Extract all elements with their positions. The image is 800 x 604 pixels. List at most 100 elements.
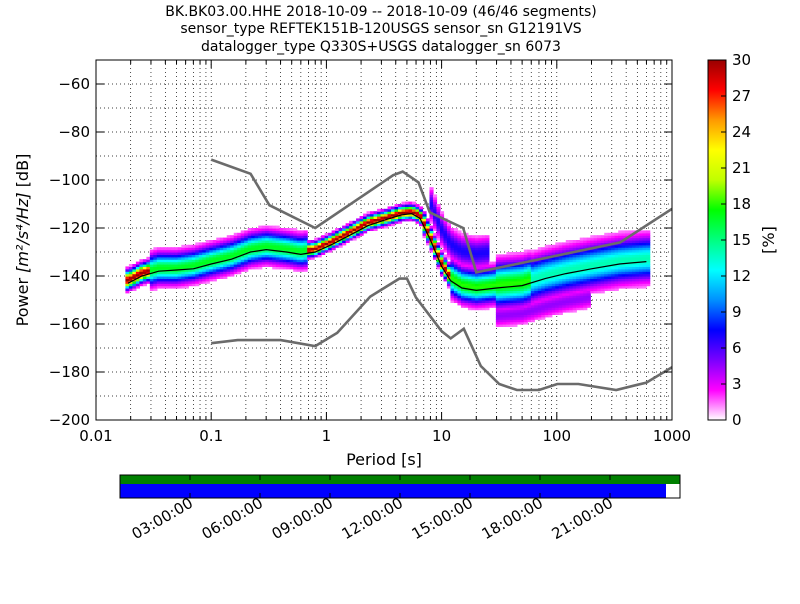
heatmap-cell <box>499 264 504 267</box>
heatmap-cell <box>537 252 542 255</box>
heatmap-cell <box>555 252 560 255</box>
heatmap-cell <box>415 208 420 212</box>
heatmap-cell <box>261 254 266 258</box>
heatmap-cell <box>268 232 273 236</box>
heatmap-cell <box>282 232 287 236</box>
heatmap-cell <box>544 271 549 275</box>
heatmap-cell <box>443 247 448 251</box>
heatmap-cell <box>450 292 455 296</box>
heatmap-cell <box>296 247 301 251</box>
heatmap-cell <box>247 237 252 241</box>
heatmap-cell <box>460 268 466 272</box>
heatmap-cell <box>125 276 130 279</box>
heatmap-cell <box>429 201 434 205</box>
heatmap-cell <box>635 271 640 275</box>
heatmap-cell <box>474 292 480 296</box>
heatmap-cell <box>286 249 291 253</box>
heatmap-cell <box>268 254 273 258</box>
heatmap-cell <box>604 252 609 255</box>
heatmap-cell <box>628 242 633 246</box>
heatmap-cell <box>216 264 221 267</box>
heatmap-cell <box>467 264 473 267</box>
heatmap-cell <box>471 297 476 301</box>
heatmap-cell <box>558 302 563 306</box>
heatmap-cell <box>565 285 570 289</box>
heatmap-cell <box>597 235 602 239</box>
heatmap-cell <box>139 264 144 267</box>
heatmap-cell <box>506 276 511 279</box>
heatmap-cell <box>541 249 546 253</box>
heatmap-cell <box>534 252 539 255</box>
heatmap-cell <box>408 213 413 217</box>
heatmap-cell <box>478 259 483 263</box>
heatmap-cell <box>569 240 574 243</box>
heatmap-cell <box>209 273 214 277</box>
heatmap-cell <box>474 249 480 253</box>
heatmap-cell <box>391 208 396 212</box>
heatmap-cell <box>230 259 235 263</box>
heatmap-cell <box>439 252 445 255</box>
heatmap-cell <box>509 256 514 260</box>
heatmap-cell <box>191 256 196 260</box>
heatmap-cell <box>579 237 584 241</box>
heatmap-cell <box>450 266 455 270</box>
heatmap-cell <box>223 242 228 246</box>
heatmap-cell <box>181 276 186 279</box>
heatmap-cell <box>142 278 147 282</box>
heatmap-cell <box>181 268 186 272</box>
heatmap-cell <box>240 244 245 248</box>
heatmap-cell <box>321 237 326 241</box>
heatmap-cell <box>481 235 487 239</box>
heatmap-cell <box>191 278 196 282</box>
heatmap-cell <box>317 252 322 255</box>
heatmap-cell <box>460 232 466 236</box>
heatmap-cell <box>555 276 560 279</box>
heatmap-cell <box>502 254 507 258</box>
heatmap-cell <box>569 242 574 246</box>
heatmap-cell <box>223 247 228 251</box>
heatmap-cell <box>565 254 570 258</box>
heatmap-cell <box>464 280 469 284</box>
heatmap-cell <box>562 242 567 246</box>
heatmap-cell <box>296 237 301 241</box>
heatmap-cell <box>296 235 301 239</box>
heatmap-cell <box>212 276 217 279</box>
heatmap-cell <box>513 295 518 299</box>
heatmap-cell <box>272 254 277 258</box>
heatmap-cell <box>576 304 581 308</box>
heatmap-cell <box>600 259 605 263</box>
heatmap-cell <box>537 307 542 311</box>
heatmap-cell <box>576 292 581 296</box>
heatmap-cell <box>265 264 270 267</box>
heatmap-cell <box>467 268 473 272</box>
heatmap-cell <box>450 295 455 299</box>
heatmap-cell <box>523 309 528 313</box>
heatmap-cell <box>174 249 179 253</box>
heatmap-cell <box>621 264 626 267</box>
heatmap-cell <box>576 259 581 263</box>
heatmap-cell <box>639 232 644 236</box>
heatmap-cell <box>450 254 455 258</box>
heatmap-cell <box>611 280 616 284</box>
y-tick-label: −80 <box>58 123 90 141</box>
heatmap-cell <box>523 280 528 284</box>
heatmap-cell <box>611 278 616 282</box>
heatmap-cell <box>356 232 361 236</box>
heatmap-cell <box>572 297 577 301</box>
heatmap-cell <box>422 211 427 215</box>
heatmap-cell <box>219 259 224 263</box>
heatmap-cell <box>289 261 294 265</box>
heatmap-cell <box>611 261 616 265</box>
heatmap-cell <box>593 249 598 253</box>
heatmap-cell <box>520 290 525 294</box>
heatmap-cell <box>607 240 612 243</box>
heatmap-cell <box>363 213 368 217</box>
heatmap-cell <box>488 292 493 296</box>
heatmap-cell <box>579 264 584 267</box>
heatmap-cell <box>286 237 291 241</box>
heatmap-cell <box>216 271 221 275</box>
heatmap-cell <box>523 276 528 279</box>
heatmap-cell <box>247 247 252 251</box>
heatmap-cell <box>485 244 490 248</box>
heatmap-cell <box>625 273 630 277</box>
